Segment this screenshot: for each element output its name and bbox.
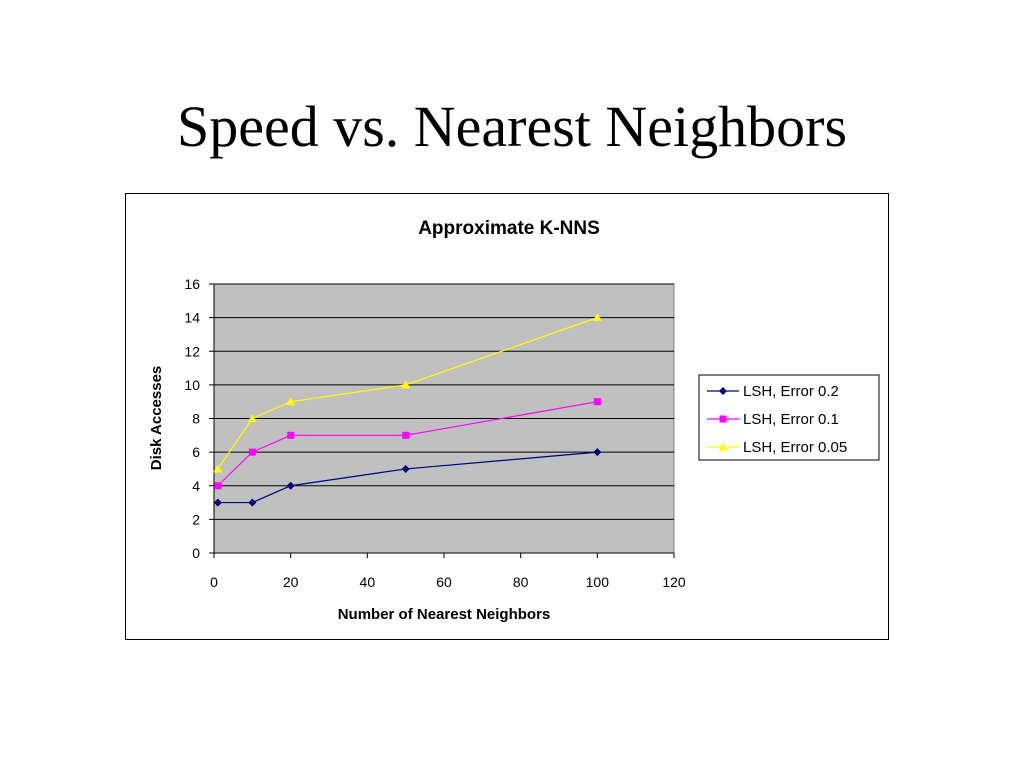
data-point (213, 464, 223, 473)
chart-title: Approximate K-NNS (418, 218, 600, 239)
data-point (248, 448, 256, 456)
data-point (401, 464, 410, 473)
y-tick-label: 4 (192, 478, 200, 494)
legend-marker (719, 415, 727, 423)
data-point (592, 313, 602, 322)
data-point (213, 498, 222, 507)
y-tick-label: 16 (184, 276, 200, 292)
data-point (248, 498, 257, 507)
x-tick-label: 100 (586, 574, 610, 590)
x-tick-label: 80 (513, 574, 529, 590)
data-point (593, 448, 602, 457)
data-point (286, 397, 296, 406)
y-tick-label: 10 (184, 377, 200, 393)
x-tick-label: 0 (210, 574, 218, 590)
y-tick-label: 8 (192, 411, 200, 427)
legend-box (698, 374, 880, 461)
legend: LSH, Error 0.2 LSH, Error 0.1 LSH, Error 0… (698, 374, 880, 461)
chart-svg: Approximate K-NNS 0 2 4 6 8 10 12 14 16 0 20 40 60 80… (148, 218, 880, 623)
x-tick-label: 60 (436, 574, 452, 590)
x-tick-label: 120 (662, 574, 686, 590)
y-tick-label: 0 (192, 545, 200, 561)
x-tick-label: 40 (360, 574, 376, 590)
legend-marker (719, 387, 727, 395)
legend-marker (718, 442, 728, 451)
data-point (593, 398, 601, 406)
data-point (214, 482, 222, 490)
y-tick-label: 12 (184, 343, 200, 359)
slide-title: Speed vs. Nearest Neighbors (176, 94, 848, 159)
data-point (402, 431, 410, 439)
y-tick-label: 6 (192, 444, 200, 460)
data-point (401, 380, 411, 389)
y-axis-title: Disk Accesses (148, 366, 165, 471)
legend-label: LSH, Error 0.1 (743, 411, 839, 428)
chart-frame: Approximate K-NNS 0 2 4 6 8 10 12 14 16 0 20 40 60 80… (125, 193, 889, 640)
data-point (247, 414, 257, 422)
legend-label: LSH, Error 0.2 (743, 383, 839, 400)
y-tick-label: 2 (192, 511, 200, 527)
data-point (286, 481, 295, 490)
y-tick-label: 14 (184, 310, 200, 326)
legend-label: LSH, Error 0.05 (743, 439, 847, 456)
x-tick-label: 20 (283, 574, 299, 590)
x-axis-title: Number of Nearest Neighbors (338, 606, 551, 623)
data-point (287, 431, 295, 439)
plot-area: 0 2 4 6 8 10 12 14 16 0 20 40 60 80 100 120 (184, 276, 685, 590)
